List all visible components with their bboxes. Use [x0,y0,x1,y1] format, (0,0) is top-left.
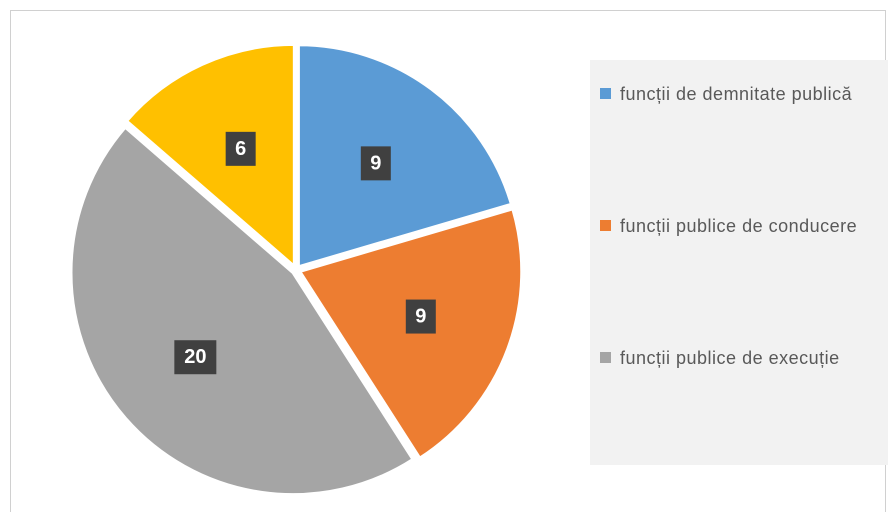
pie-slice [296,43,514,269]
legend-label: funcții de demnitate publică [620,84,853,104]
data-label-box [225,131,256,166]
data-label-box [360,146,391,181]
data-label-box [174,340,217,375]
legend-label: funcții publice de conducere [620,216,858,236]
data-label-box [405,299,436,334]
legend-item: funcții de demnitate publică [600,80,888,108]
pie-slice [124,42,296,270]
legend: funcții de demnitate publică funcții publ… [590,60,888,465]
pie-slice [69,125,416,497]
legend-swatch [600,88,611,99]
legend-item: funcții publice de conducere [600,212,888,240]
data-label: 9 [370,152,381,174]
legend-swatch [600,220,611,231]
legend-label: funcții publice de execuție [620,348,840,368]
data-label: 6 [235,138,246,160]
data-label: 9 [415,306,426,328]
data-label: 20 [184,346,206,368]
legend-item: funcții publice de execuție [600,344,888,372]
legend-swatch [600,352,611,363]
